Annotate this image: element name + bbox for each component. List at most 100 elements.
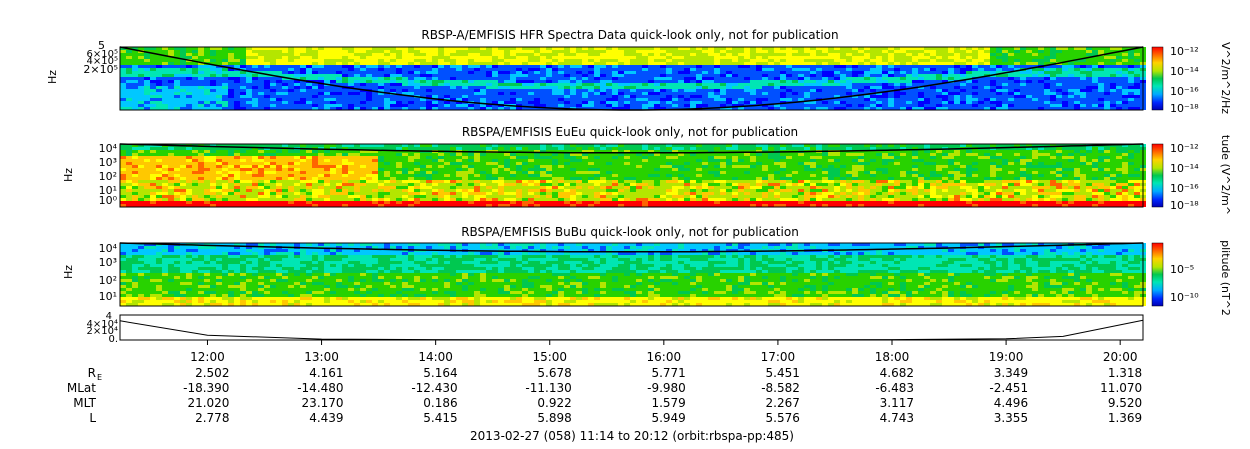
heatmap-cell [960, 59, 966, 62]
heatmap-cell [1032, 68, 1038, 71]
heatmap-cell [486, 165, 492, 168]
heatmap-cell [726, 59, 732, 62]
heatmap-cell [654, 68, 660, 71]
heatmap-cell [708, 104, 714, 107]
heatmap-cell [474, 198, 480, 201]
heatmap-cell [408, 204, 414, 207]
heatmap-cell [582, 104, 588, 107]
heatmap-cell [738, 50, 744, 53]
heatmap-cell [168, 53, 174, 56]
heatmap-cell [744, 83, 750, 86]
heatmap-cell [1068, 65, 1074, 68]
heatmap-cell [1038, 47, 1044, 50]
heatmap-cell [552, 68, 558, 71]
heatmap-cell [1044, 95, 1050, 98]
heatmap-cell [894, 56, 900, 59]
heatmap-cell [324, 101, 330, 104]
heatmap-cell [588, 65, 594, 68]
heatmap-cell [348, 71, 354, 74]
heatmap-cell [450, 144, 456, 147]
heatmap-cell [1110, 107, 1116, 110]
heatmap-cell [240, 80, 246, 83]
heatmap-cell [426, 89, 432, 92]
heatmap-cell [996, 101, 1002, 104]
heatmap-cell [1098, 65, 1104, 68]
heatmap-cell [810, 56, 816, 59]
heatmap-cell [894, 68, 900, 71]
heatmap-cell [210, 150, 216, 153]
heatmap-cell [906, 59, 912, 62]
heatmap-cell [330, 71, 336, 74]
heatmap-cell [156, 62, 162, 65]
heatmap-cell [720, 53, 726, 56]
heatmap-cell [510, 59, 516, 62]
heatmap-cell [180, 98, 186, 101]
heatmap-cell [1104, 89, 1110, 92]
heatmap-cell [498, 101, 504, 104]
heatmap-cell [1020, 56, 1026, 59]
heatmap-cell [630, 50, 636, 53]
heatmap-cell [942, 77, 948, 80]
heatmap-cell [870, 104, 876, 107]
heatmap-cell [300, 156, 306, 159]
heatmap-cell [210, 74, 216, 77]
heatmap-cell [282, 174, 288, 177]
heatmap-cell [318, 104, 324, 107]
heatmap-cell [354, 107, 360, 110]
heatmap-cell [120, 74, 126, 77]
heatmap-cell [942, 80, 948, 83]
heatmap-cell [306, 195, 312, 198]
heatmap-cell [576, 89, 582, 92]
heatmap-cell [546, 62, 552, 65]
heatmap-cell [318, 189, 324, 192]
heatmap-cell [1116, 92, 1122, 95]
heatmap-cell [486, 71, 492, 74]
heatmap-cell [150, 183, 156, 186]
heatmap-cell [468, 95, 474, 98]
heatmap-cell [570, 80, 576, 83]
heatmap-cell [990, 107, 996, 110]
heatmap-cell [264, 104, 270, 107]
heatmap-cell [660, 50, 666, 53]
heatmap-cell [456, 162, 462, 165]
heatmap-cell [756, 50, 762, 53]
heatmap-cell [216, 177, 222, 180]
heatmap-cell [402, 180, 408, 183]
heatmap-cell [852, 56, 858, 59]
heatmap-cell [642, 53, 648, 56]
heatmap-cell [294, 83, 300, 86]
heatmap-cell [1086, 86, 1092, 89]
heatmap-cell [846, 47, 852, 50]
heatmap-cell [186, 189, 192, 192]
heatmap-cell [708, 56, 714, 59]
heatmap-cell [480, 162, 486, 165]
heatmap-cell [1134, 56, 1140, 59]
heatmap-cell [1098, 107, 1104, 110]
heatmap-cell [180, 59, 186, 62]
heatmap-cell [648, 56, 654, 59]
heatmap-cell [822, 83, 828, 86]
heatmap-cell [288, 162, 294, 165]
heatmap-cell [600, 77, 606, 80]
heatmap-cell [990, 50, 996, 53]
heatmap-cell [924, 59, 930, 62]
heatmap-cell [1098, 68, 1104, 71]
heatmap-cell [258, 195, 264, 198]
heatmap-cell [360, 50, 366, 53]
heatmap-cell [534, 62, 540, 65]
heatmap-cell [474, 195, 480, 198]
heatmap-cell [1002, 56, 1008, 59]
heatmap-cell [690, 77, 696, 80]
heatmap-cell [330, 68, 336, 71]
heatmap-cell [744, 53, 750, 56]
heatmap-cell [972, 95, 978, 98]
heatmap-cell [420, 50, 426, 53]
heatmap-cell [294, 107, 300, 110]
heatmap-cell [486, 174, 492, 177]
heatmap-cell [966, 56, 972, 59]
heatmap-cell [486, 168, 492, 171]
heatmap-cell [378, 56, 384, 59]
heatmap-cell [276, 186, 282, 189]
heatmap-cell [732, 80, 738, 83]
heatmap-cell [390, 177, 396, 180]
